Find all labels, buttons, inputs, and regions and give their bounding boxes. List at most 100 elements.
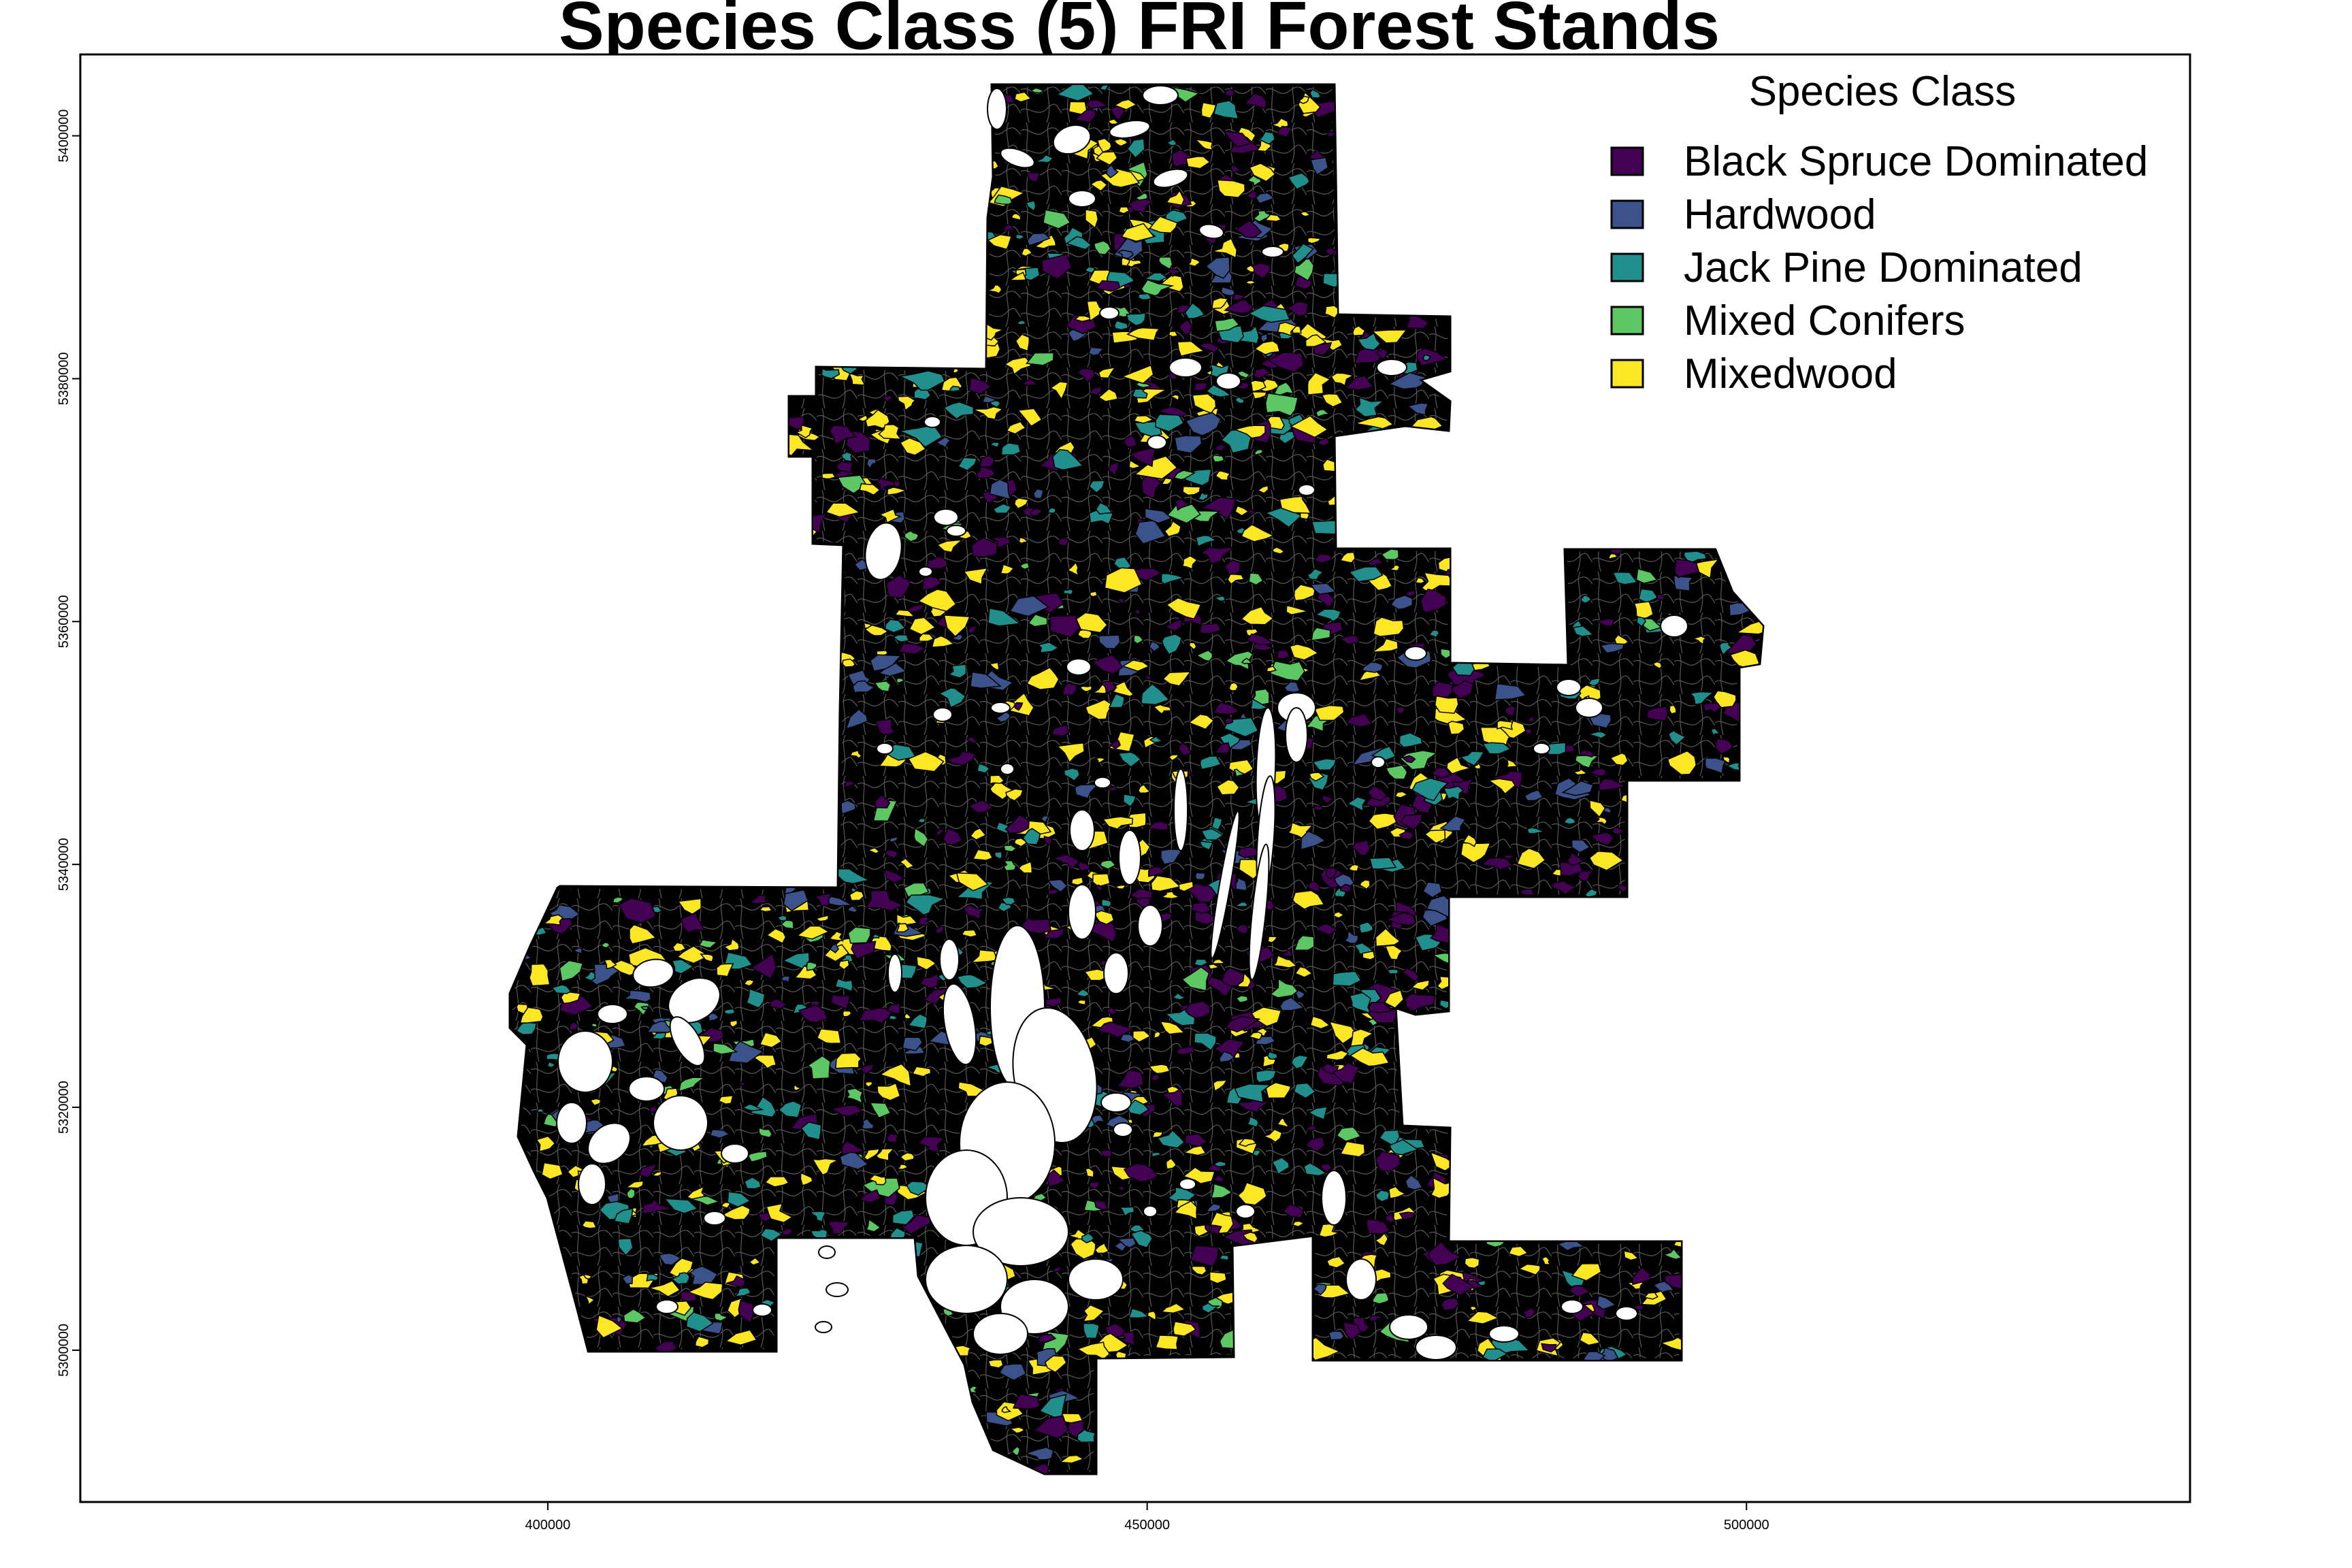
forest-stand: [1120, 364, 1154, 385]
forest-stand: [1148, 1064, 1171, 1075]
legend-label: Mixed Conifers: [1684, 297, 1965, 344]
forest-stand: [1096, 150, 1118, 166]
forest-stand: [1128, 459, 1143, 470]
forest-stand: [1503, 854, 1514, 860]
forest-stand: [1358, 879, 1371, 890]
forest-stand: [1197, 491, 1209, 502]
forest-stand: [897, 395, 917, 412]
forest-stand: [847, 905, 859, 913]
forest-stand: [1247, 305, 1291, 323]
forest-stand: [1612, 827, 1624, 836]
forest-stand: [1194, 872, 1206, 881]
forest-stand: [1003, 357, 1032, 376]
forest-stand: [1134, 381, 1153, 389]
water-body: [721, 1143, 749, 1164]
forest-stand: [1149, 216, 1178, 233]
forest-stand: [1077, 860, 1090, 871]
water-body: [557, 1030, 613, 1093]
forest-stand: [1148, 640, 1161, 652]
forest-stand: [916, 818, 926, 823]
forest-stand: [1185, 156, 1211, 169]
forest-stand: [1070, 1238, 1096, 1260]
forest-stand: [1051, 448, 1084, 471]
forest-stand: [842, 658, 856, 668]
forest-stand: [1662, 1248, 1682, 1260]
water-body: [628, 1076, 665, 1102]
forest-stand: [1244, 280, 1258, 285]
forest-stand: [1254, 340, 1281, 355]
forest-stand: [1015, 333, 1030, 352]
forest-stand: [881, 395, 896, 403]
forest-stand: [1133, 415, 1155, 424]
forest-stand: [1362, 950, 1375, 960]
forest-stand: [1480, 857, 1514, 870]
forest-stand: [1595, 618, 1615, 627]
forest-stand: [559, 960, 584, 982]
forest-stand: [795, 424, 814, 438]
forest-stand: [1571, 1262, 1602, 1281]
forest-stand: [1586, 731, 1608, 739]
forest-stand: [759, 906, 773, 913]
forest-stand: [1156, 1129, 1186, 1149]
forest-stand: [1487, 778, 1516, 795]
forest-stand: [1095, 280, 1121, 292]
forest-stand: [1460, 842, 1492, 864]
forest-stand: [1030, 508, 1044, 517]
forest-stand: [1117, 1206, 1135, 1218]
forest-stand: [1293, 1082, 1316, 1099]
forest-stand: [843, 780, 857, 789]
forest-stand: [875, 718, 896, 735]
water-body: [1575, 698, 1603, 718]
forest-stand: [1254, 448, 1264, 456]
forest-stand: [1200, 497, 1237, 520]
forest-stand: [1108, 785, 1117, 792]
forest-stand: [966, 736, 979, 745]
water-body: [1415, 1335, 1457, 1360]
forest-stand: [935, 436, 951, 449]
forest-stand: [1246, 174, 1262, 187]
forest-stand: [1368, 813, 1397, 830]
forest-stand: [1426, 1241, 1463, 1267]
forest-stand: [1088, 1181, 1100, 1190]
forest-stand: [1120, 223, 1155, 242]
forest-stand: [1520, 1307, 1536, 1319]
forest-stand: [808, 1000, 821, 1007]
forest-stand: [1237, 1181, 1267, 1206]
water-body: [1069, 809, 1095, 851]
forest-stand: [1683, 551, 1708, 564]
forest-stand: [1165, 189, 1185, 206]
forest-stand: [1160, 572, 1186, 585]
forest-stand: [1324, 247, 1335, 257]
forest-stand: [1388, 1139, 1420, 1158]
water-body: [987, 88, 1007, 130]
forest-stand: [829, 943, 839, 953]
forest-stand: [1126, 138, 1145, 159]
forest-stand: [1218, 1051, 1236, 1063]
forest-stand: [638, 1163, 659, 1179]
forest-stand: [1399, 830, 1415, 840]
forest-stand: [1009, 595, 1049, 617]
forest-stand: [1267, 1051, 1278, 1060]
forest-stand: [743, 979, 755, 987]
forest-stand: [1469, 1305, 1477, 1311]
y-tick-label: 5340000: [56, 838, 71, 891]
forest-stand: [1386, 912, 1417, 926]
forest-stand: [871, 933, 880, 939]
forest-stand: [1505, 704, 1516, 717]
forest-stand: [617, 1237, 634, 1257]
forest-stand: [723, 1008, 736, 1015]
forest-stand: [1400, 813, 1423, 830]
forest-stand: [1635, 568, 1659, 584]
forest-stand: [1015, 233, 1026, 240]
forest-stand: [1044, 1355, 1067, 1373]
forest-stand: [869, 1102, 892, 1119]
forest-stand: [1348, 864, 1360, 872]
forest-stand: [1416, 347, 1448, 367]
forest-stand: [1273, 954, 1298, 968]
forest-stand: [1128, 1307, 1150, 1319]
forest-stand: [1000, 896, 1016, 906]
water-body: [933, 508, 959, 526]
forest-stand: [1152, 704, 1173, 715]
water-body: [973, 1313, 1028, 1355]
forest-stand: [1184, 1000, 1211, 1019]
